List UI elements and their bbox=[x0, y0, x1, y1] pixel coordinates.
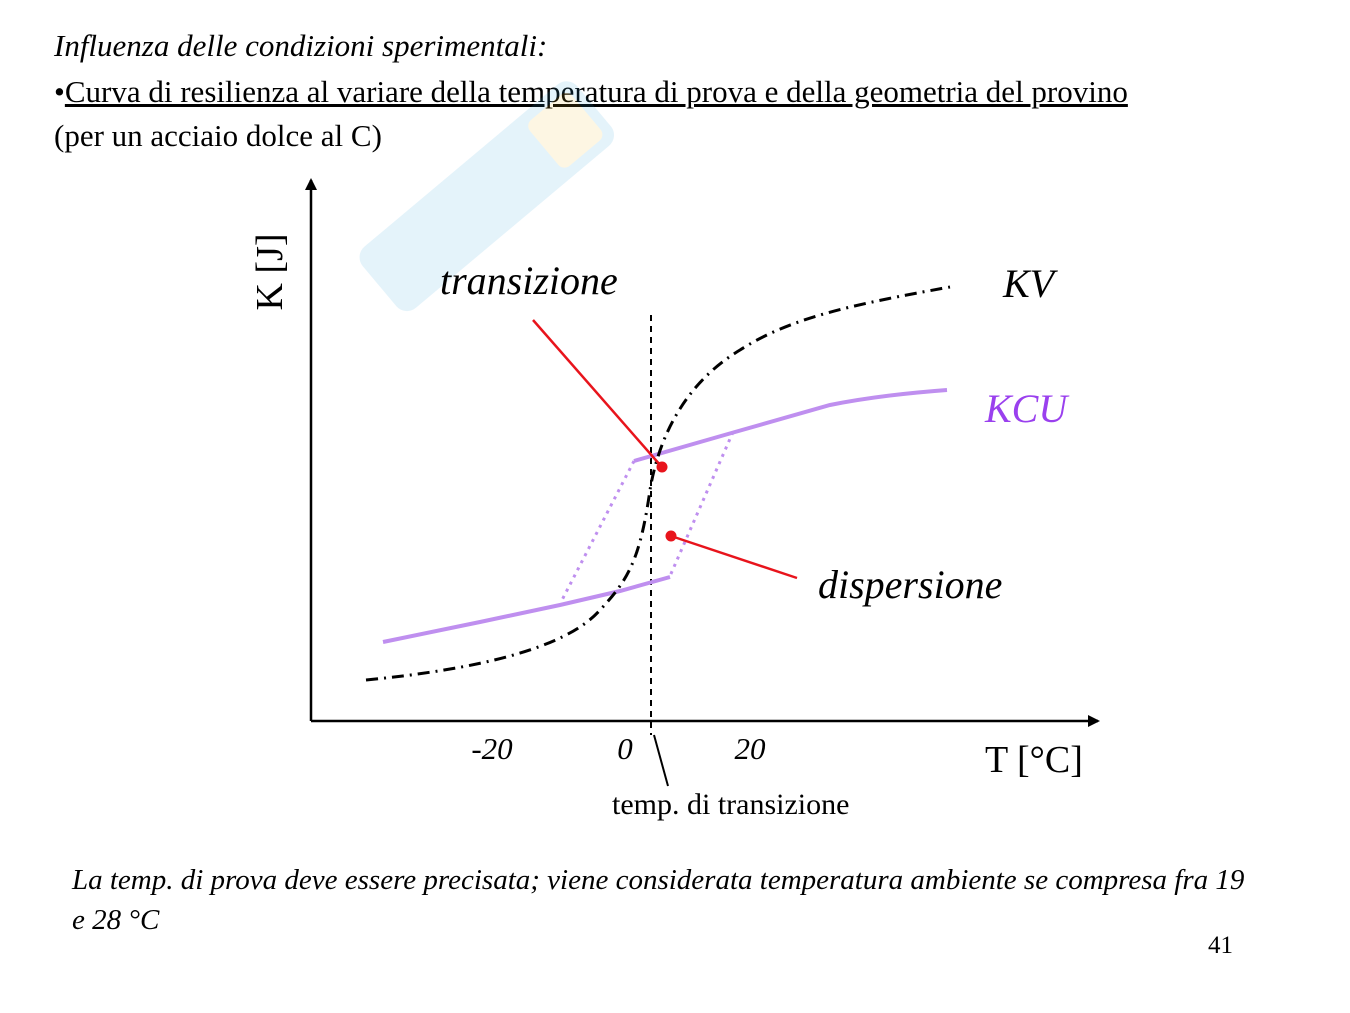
footer-note: La temp. di prova deve essere precisata;… bbox=[72, 864, 1245, 936]
y-axis-label: K [J] bbox=[249, 233, 291, 310]
transition-point-marker bbox=[656, 461, 668, 473]
bullet-glyph: • bbox=[54, 74, 65, 109]
x-tick-label: -20 bbox=[471, 731, 513, 766]
watermark-badge bbox=[359, 81, 615, 312]
transition-annotation-label: transizione bbox=[440, 258, 618, 303]
kcu-lower-branch bbox=[382, 575, 671, 644]
watermark-badge-accent bbox=[528, 92, 603, 168]
bullet-text: Curva di resilienza al variare della tem… bbox=[64, 74, 1128, 109]
bullet-line: •Curva di resilienza al variare della te… bbox=[54, 74, 1128, 110]
kv-curve-label: KV bbox=[1002, 261, 1059, 306]
x-tick-label: 20 bbox=[735, 731, 767, 766]
transition-pointer-line bbox=[532, 319, 662, 467]
dispersion-point-marker bbox=[665, 530, 677, 542]
slide-heading: Influenza delle condizioni sperimentali: bbox=[54, 28, 548, 63]
x-tick-label: 0 bbox=[617, 731, 633, 766]
kcu-upper-branch bbox=[633, 388, 948, 463]
watermark-logo bbox=[359, 81, 615, 312]
sub-text: (per un acciaio dolce al C) bbox=[54, 118, 382, 153]
transition-temp-pointer-line bbox=[653, 734, 669, 787]
kcu-dispersion-right bbox=[668, 431, 735, 577]
kcu-curve-label: KCU bbox=[984, 386, 1070, 431]
dispersion-pointer-line bbox=[670, 534, 798, 580]
kcu-dispersion-left bbox=[560, 460, 636, 601]
kv-curve bbox=[365, 285, 951, 682]
page-number: 41 bbox=[1208, 932, 1233, 959]
transition-temp-label: temp. di transizione bbox=[612, 788, 849, 821]
x-axis-label: T [°C] bbox=[985, 739, 1083, 781]
dispersion-annotation-label: dispersione bbox=[818, 562, 1002, 607]
